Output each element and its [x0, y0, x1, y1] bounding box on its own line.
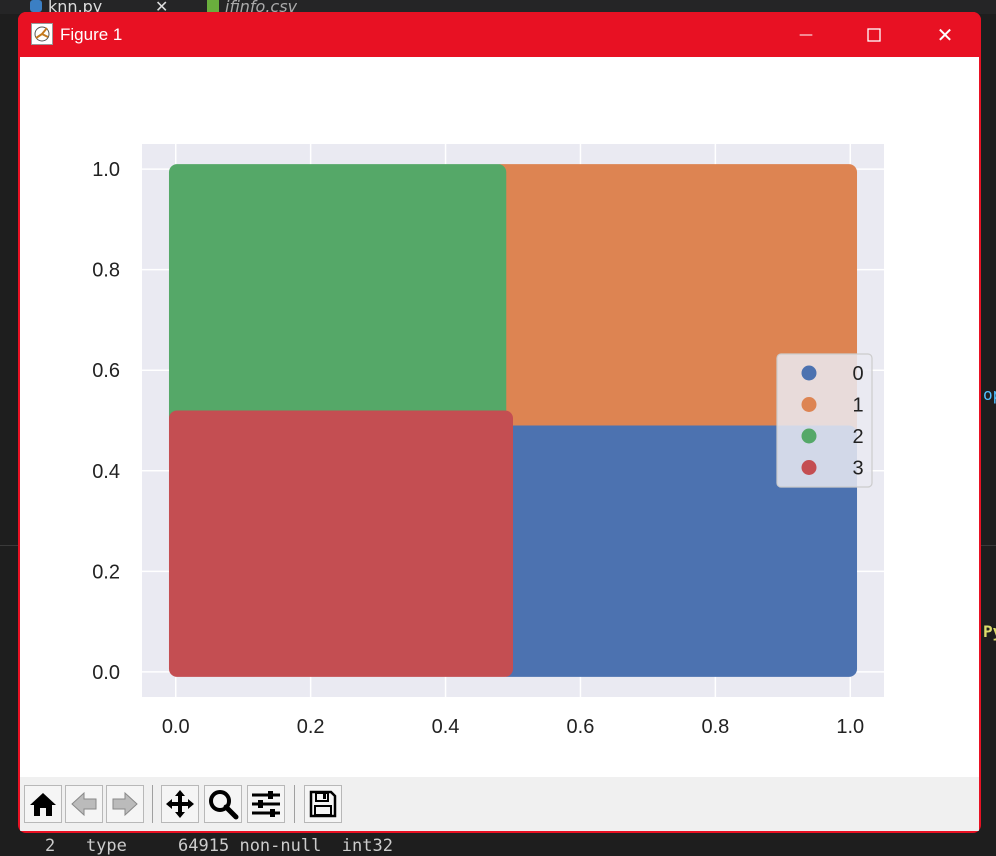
legend-label-3: 3 [852, 458, 863, 480]
legend-marker-1 [801, 397, 817, 412]
cluster-1-points [492, 164, 858, 436]
editor-tab-csv[interactable]: ifinfo.csv [207, 0, 297, 14]
pan-button[interactable] [161, 785, 199, 823]
back-button[interactable] [65, 785, 103, 823]
maximize-icon [867, 27, 881, 42]
legend-label-0: 0 [852, 363, 863, 385]
save-button[interactable] [304, 785, 342, 823]
configure-subplots-button[interactable] [247, 785, 285, 823]
editor-text-fragment: Py [983, 622, 996, 641]
legend-marker-3 [801, 460, 817, 475]
y-tick-label: 0.4 [92, 461, 120, 483]
y-tick-label: 0.6 [92, 360, 120, 382]
close-icon: ✕ [155, 0, 169, 14]
editor-tab-knn[interactable]: knn.py [30, 0, 102, 14]
forward-button[interactable] [106, 785, 144, 823]
forward-icon [112, 791, 138, 817]
window-title: Figure 1 [60, 25, 123, 44]
back-icon [71, 791, 97, 817]
legend-box [776, 353, 873, 488]
y-tick-label: 0.0 [92, 662, 120, 684]
csv-file-icon [207, 0, 219, 12]
minimize-icon: — [799, 26, 813, 43]
x-tick-label: 0.2 [297, 716, 325, 738]
x-tick-label: 0.6 [567, 716, 595, 738]
zoom-button[interactable] [204, 785, 242, 823]
y-tick-label: 0.2 [92, 561, 120, 583]
legend-label-1: 1 [852, 395, 863, 417]
close-window-button[interactable]: ✕ [917, 12, 973, 57]
legend-marker-2 [801, 428, 817, 444]
editor-tab-label: knn.py [48, 0, 103, 14]
cluster-3-points [168, 410, 513, 677]
minimize-button[interactable]: — [778, 12, 834, 57]
maximize-button[interactable] [846, 12, 902, 57]
x-tick-label: 0.8 [701, 716, 729, 738]
pan-icon [166, 790, 194, 818]
y-tick-label: 1.0 [92, 159, 120, 181]
terminal-output-line: 2 type 64915 non-null int32 [45, 836, 393, 856]
editor-tab-close-button[interactable]: ✕ [155, 0, 168, 14]
toolbar-separator [294, 785, 295, 823]
save-icon [309, 790, 337, 818]
close-icon: ✕ [936, 22, 954, 47]
editor-tab-label: ifinfo.csv [225, 0, 298, 14]
scatter-plot: 0.0 0.2 0.4 0.6 0.8 1.0 0.0 0.2 0.4 0.6 0.8 1.0 0 1 2 3 [92, 144, 884, 738]
figure-window: Figure 1 — ✕ 0.0 0.2 0.4 0.6 0.8 1.0 0.0 0.2 0.4… [18, 12, 981, 833]
zoom-icon [209, 790, 239, 820]
matplotlib-app-icon [31, 23, 53, 45]
y-tick-label: 0.8 [92, 260, 120, 282]
figure-canvas[interactable]: 0.0 0.2 0.4 0.6 0.8 1.0 0.0 0.2 0.4 0.6 0.8 1.0 0 1 2 3 [20, 57, 979, 831]
cluster-0-points [499, 425, 858, 677]
legend-marker-0 [801, 365, 817, 381]
home-icon [30, 793, 56, 816]
cluster-2-points [168, 164, 507, 426]
x-tick-label: 1.0 [836, 716, 864, 738]
editor-tab-bar: knn.py ✕ ifinfo.csv [0, 0, 996, 14]
title-bar[interactable]: Figure 1 — ✕ [18, 12, 981, 57]
x-tick-label: 0.4 [432, 716, 460, 738]
home-button[interactable] [24, 785, 62, 823]
legend-label-2: 2 [852, 426, 863, 448]
configure-subplots-icon [252, 791, 280, 817]
python-file-icon [30, 0, 42, 12]
toolbar-separator [152, 785, 153, 823]
editor-text-fragment: op [983, 385, 996, 404]
navigation-toolbar [20, 777, 979, 831]
x-tick-label: 0.0 [162, 716, 190, 738]
